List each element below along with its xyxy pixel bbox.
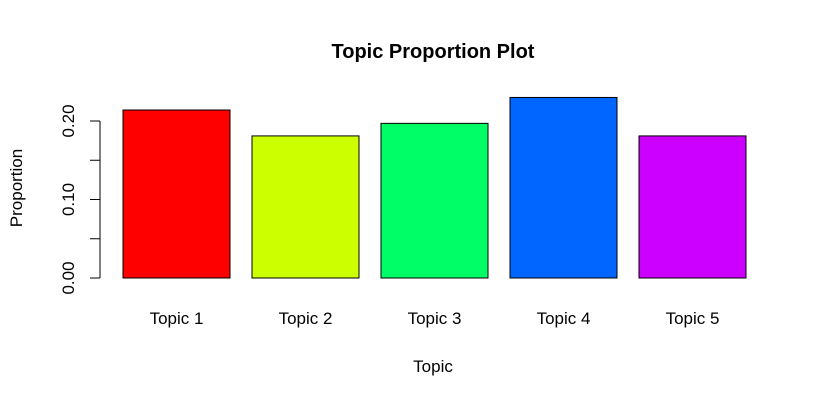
x-tick-label: Topic 5 — [666, 309, 720, 328]
bar-1 — [122, 109, 231, 279]
x-tick-label: Topic 4 — [537, 309, 591, 328]
y-tick-label: 0.20 — [59, 104, 78, 137]
y-tick-label: 0.00 — [59, 261, 78, 294]
x-axis-label: Topic — [413, 357, 453, 376]
bar-2 — [251, 135, 360, 279]
x-tick-label: Topic 3 — [408, 309, 462, 328]
bar-3 — [380, 122, 489, 279]
x-tick-label: Topic 1 — [150, 309, 204, 328]
bars-group — [122, 96, 747, 279]
y-axis: 0.00 0.10 0.20 — [59, 104, 101, 295]
chart-title: Topic Proportion Plot — [332, 41, 535, 63]
bar-5 — [638, 135, 747, 279]
bar-4 — [509, 96, 618, 279]
x-tick-labels: Topic 1 Topic 2 Topic 3 Topic 4 Topic 5 — [150, 309, 720, 328]
x-tick-label: Topic 2 — [279, 309, 333, 328]
y-tick-label: 0.10 — [59, 183, 78, 216]
y-axis-label: Proportion — [7, 149, 26, 227]
